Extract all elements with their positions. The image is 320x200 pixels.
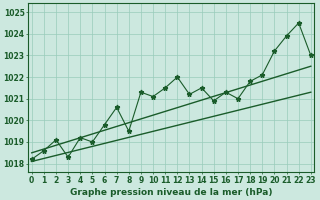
X-axis label: Graphe pression niveau de la mer (hPa): Graphe pression niveau de la mer (hPa)	[70, 188, 273, 197]
